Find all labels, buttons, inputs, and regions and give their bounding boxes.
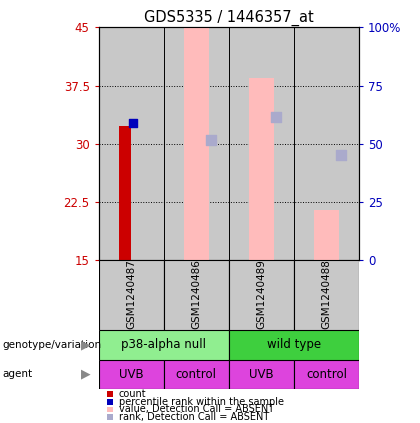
Bar — [164, 360, 229, 389]
Bar — [99, 360, 164, 389]
Point — [129, 120, 136, 126]
Bar — [229, 360, 294, 389]
Bar — [314, 210, 339, 260]
Text: genotype/variation: genotype/variation — [2, 340, 101, 350]
Text: GSM1240487: GSM1240487 — [126, 259, 136, 329]
Text: ▶: ▶ — [81, 368, 90, 381]
Text: wild type: wild type — [267, 338, 321, 351]
Bar — [294, 27, 359, 260]
Point — [273, 113, 279, 120]
Bar — [249, 78, 274, 260]
Text: control: control — [306, 368, 347, 381]
Bar — [164, 260, 229, 330]
Title: GDS5335 / 1446357_at: GDS5335 / 1446357_at — [144, 10, 314, 26]
Bar — [99, 330, 229, 360]
Text: UVB: UVB — [249, 368, 274, 381]
Bar — [294, 360, 359, 389]
Bar — [99, 27, 164, 260]
Text: GSM1240486: GSM1240486 — [192, 259, 201, 329]
Text: percentile rank within the sample: percentile rank within the sample — [119, 397, 284, 407]
Bar — [164, 27, 229, 260]
Text: p38-alpha null: p38-alpha null — [121, 338, 206, 351]
Bar — [229, 330, 359, 360]
Bar — [229, 260, 294, 330]
Point — [338, 152, 344, 159]
Text: GSM1240488: GSM1240488 — [322, 259, 331, 329]
Bar — [119, 126, 131, 260]
Text: agent: agent — [2, 369, 32, 379]
Bar — [184, 27, 209, 260]
Text: ▶: ▶ — [81, 338, 90, 351]
Bar — [229, 27, 294, 260]
Text: count: count — [119, 389, 147, 399]
Text: value, Detection Call = ABSENT: value, Detection Call = ABSENT — [119, 404, 274, 415]
Bar — [99, 260, 164, 330]
Text: rank, Detection Call = ABSENT: rank, Detection Call = ABSENT — [119, 412, 269, 422]
Text: control: control — [176, 368, 217, 381]
Text: GSM1240489: GSM1240489 — [257, 259, 266, 329]
Text: UVB: UVB — [119, 368, 144, 381]
Point — [207, 137, 214, 143]
Bar — [294, 260, 359, 330]
